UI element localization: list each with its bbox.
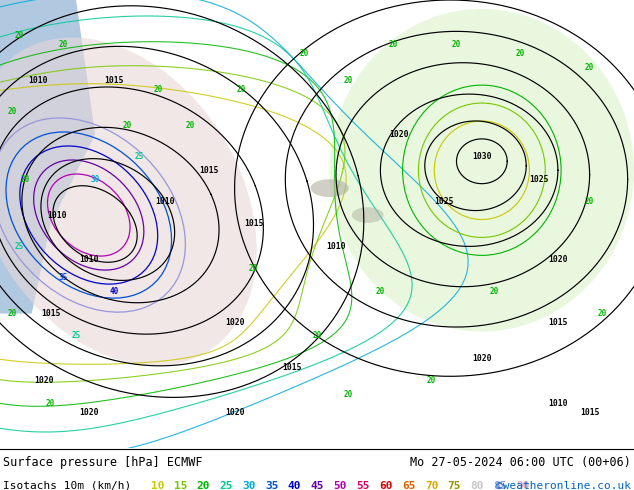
Text: 20: 20	[59, 40, 68, 49]
Text: 1010: 1010	[548, 399, 567, 408]
Text: Isotachs 10m (km/h): Isotachs 10m (km/h)	[3, 481, 131, 490]
Text: ©weatheronline.co.uk: ©weatheronline.co.uk	[496, 481, 631, 490]
Text: 35: 35	[59, 273, 68, 282]
Text: 20: 20	[197, 481, 210, 490]
Ellipse shape	[311, 179, 349, 197]
Text: 20: 20	[585, 197, 594, 206]
Text: 1015: 1015	[41, 309, 60, 318]
Text: 20: 20	[452, 40, 461, 49]
Text: 20: 20	[344, 76, 353, 85]
Text: 20: 20	[376, 287, 385, 295]
Text: 1020: 1020	[390, 130, 409, 139]
Text: 15: 15	[174, 481, 187, 490]
Text: 60: 60	[379, 481, 392, 490]
Text: 1020: 1020	[79, 408, 98, 416]
Text: Mo 27-05-2024 06:00 UTC (00+06): Mo 27-05-2024 06:00 UTC (00+06)	[410, 456, 631, 468]
Text: 1015: 1015	[244, 220, 263, 228]
Text: 25: 25	[72, 332, 81, 341]
Text: 20: 20	[46, 399, 55, 408]
Text: 1015: 1015	[105, 76, 124, 85]
Text: 1020: 1020	[548, 255, 567, 264]
Text: 20: 20	[427, 376, 436, 385]
Text: 20: 20	[389, 40, 398, 49]
Text: 20: 20	[8, 107, 17, 117]
Text: 30: 30	[242, 481, 256, 490]
Text: 40: 40	[288, 481, 301, 490]
Ellipse shape	[0, 38, 257, 366]
Text: 80: 80	[470, 481, 484, 490]
Text: 1025: 1025	[529, 175, 548, 184]
Text: 1010: 1010	[327, 242, 346, 251]
Text: 1015: 1015	[282, 363, 301, 372]
Text: 25: 25	[219, 481, 233, 490]
Text: 25: 25	[15, 242, 23, 251]
Text: 85: 85	[493, 481, 507, 490]
Text: 40: 40	[110, 287, 119, 295]
Text: 1020: 1020	[35, 376, 54, 385]
Text: 1010: 1010	[79, 255, 98, 264]
Text: 70: 70	[425, 481, 438, 490]
Text: 20: 20	[186, 121, 195, 130]
Text: 1015: 1015	[580, 408, 599, 416]
Text: 20: 20	[344, 390, 353, 399]
Text: 1015: 1015	[548, 318, 567, 327]
Text: 20: 20	[154, 85, 163, 94]
Text: 45: 45	[311, 481, 324, 490]
Text: 1030: 1030	[472, 152, 491, 161]
Polygon shape	[0, 0, 95, 314]
Text: 1015: 1015	[200, 166, 219, 175]
Ellipse shape	[352, 207, 384, 223]
Text: 1025: 1025	[434, 197, 453, 206]
Text: 20: 20	[598, 309, 607, 318]
Text: 20: 20	[15, 31, 23, 40]
Text: 1020: 1020	[472, 354, 491, 363]
Text: 1010: 1010	[29, 76, 48, 85]
Text: 50: 50	[333, 481, 347, 490]
Text: 20: 20	[585, 63, 594, 72]
Text: 35: 35	[265, 481, 278, 490]
Text: 55: 55	[356, 481, 370, 490]
Text: 30: 30	[91, 175, 100, 184]
Text: 90: 90	[516, 481, 529, 490]
Ellipse shape	[330, 9, 634, 332]
Text: 20: 20	[300, 49, 309, 58]
Text: 20: 20	[236, 85, 245, 94]
Text: 65: 65	[402, 481, 415, 490]
Text: 20: 20	[249, 264, 258, 273]
Text: 20: 20	[490, 287, 499, 295]
Text: 1020: 1020	[225, 408, 244, 416]
Text: 75: 75	[448, 481, 461, 490]
Text: 20: 20	[8, 309, 17, 318]
Text: 20: 20	[515, 49, 524, 58]
Text: 1010: 1010	[155, 197, 174, 206]
Text: 20: 20	[313, 332, 321, 341]
Text: 10: 10	[151, 481, 164, 490]
Text: 20: 20	[122, 121, 131, 130]
Text: Surface pressure [hPa] ECMWF: Surface pressure [hPa] ECMWF	[3, 456, 203, 468]
Text: 25: 25	[135, 152, 144, 161]
Text: 1020: 1020	[225, 318, 244, 327]
Text: 20: 20	[21, 175, 30, 184]
Text: 1010: 1010	[48, 211, 67, 220]
